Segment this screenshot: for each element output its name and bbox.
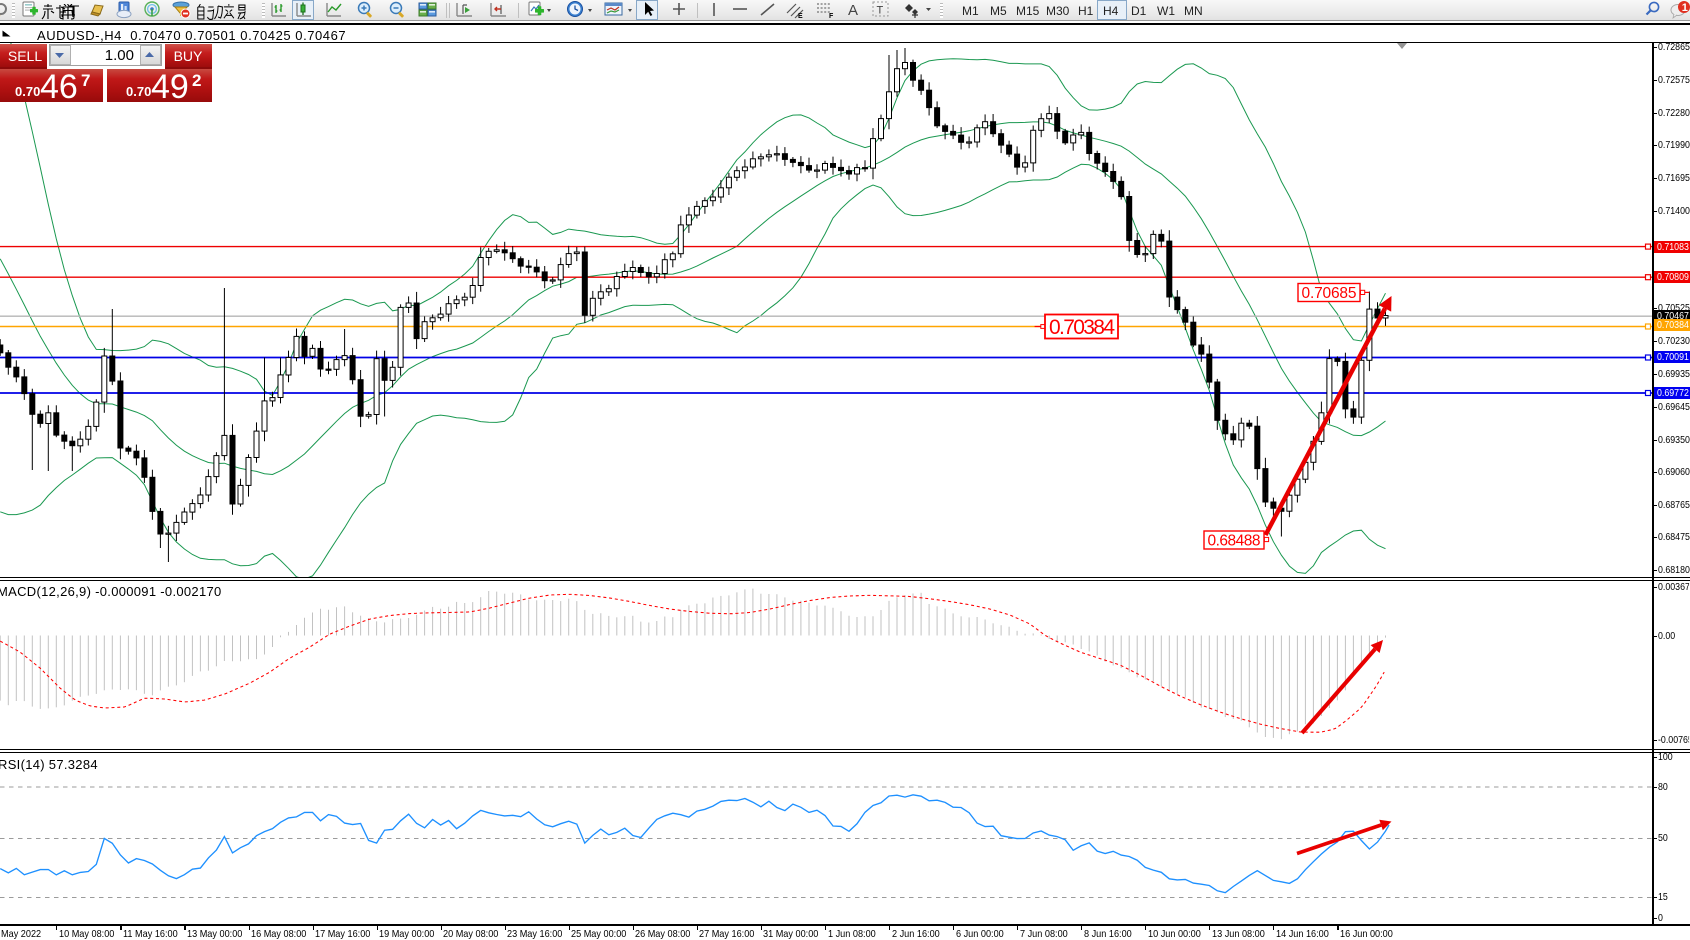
svg-text:F: F: [829, 13, 834, 19]
svg-text:0.70384: 0.70384: [1049, 316, 1115, 339]
svg-text:E: E: [798, 13, 803, 19]
svg-text:0.70685: 0.70685: [1302, 285, 1357, 302]
svg-text:1: 1: [1682, 2, 1688, 14]
svg-text:0.68488: 0.68488: [1208, 533, 1261, 550]
svg-text:T: T: [877, 5, 884, 17]
